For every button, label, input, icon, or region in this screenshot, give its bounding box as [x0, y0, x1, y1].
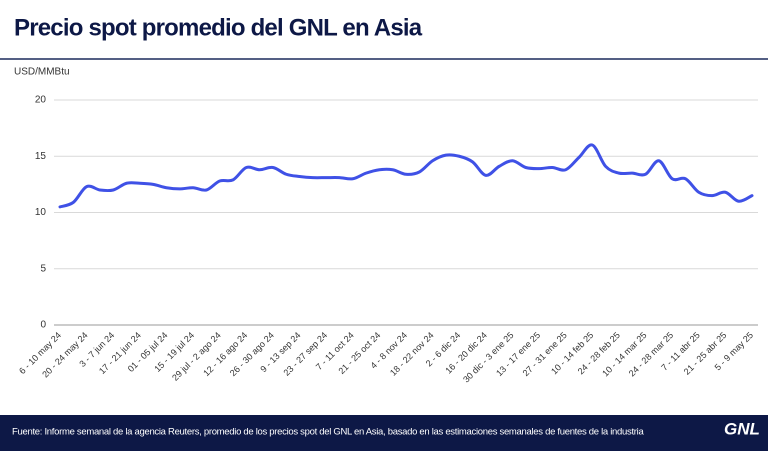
- source-note: Fuente: Informe semanal de la agencia Re…: [12, 427, 644, 438]
- y-tick-label: 15: [35, 151, 47, 162]
- y-tick-label: 5: [40, 263, 46, 274]
- logo: GNL: [724, 419, 760, 438]
- line-series: [58, 143, 754, 209]
- footer-band: [0, 415, 768, 451]
- y-tick-label: 10: [35, 207, 47, 218]
- chart-title: Precio spot promedio del GNL en Asia: [14, 14, 423, 41]
- y-tick-label: 20: [35, 95, 47, 106]
- y-axis-label: USD/MMBtu: [14, 67, 70, 78]
- y-tick-label: 0: [40, 320, 46, 331]
